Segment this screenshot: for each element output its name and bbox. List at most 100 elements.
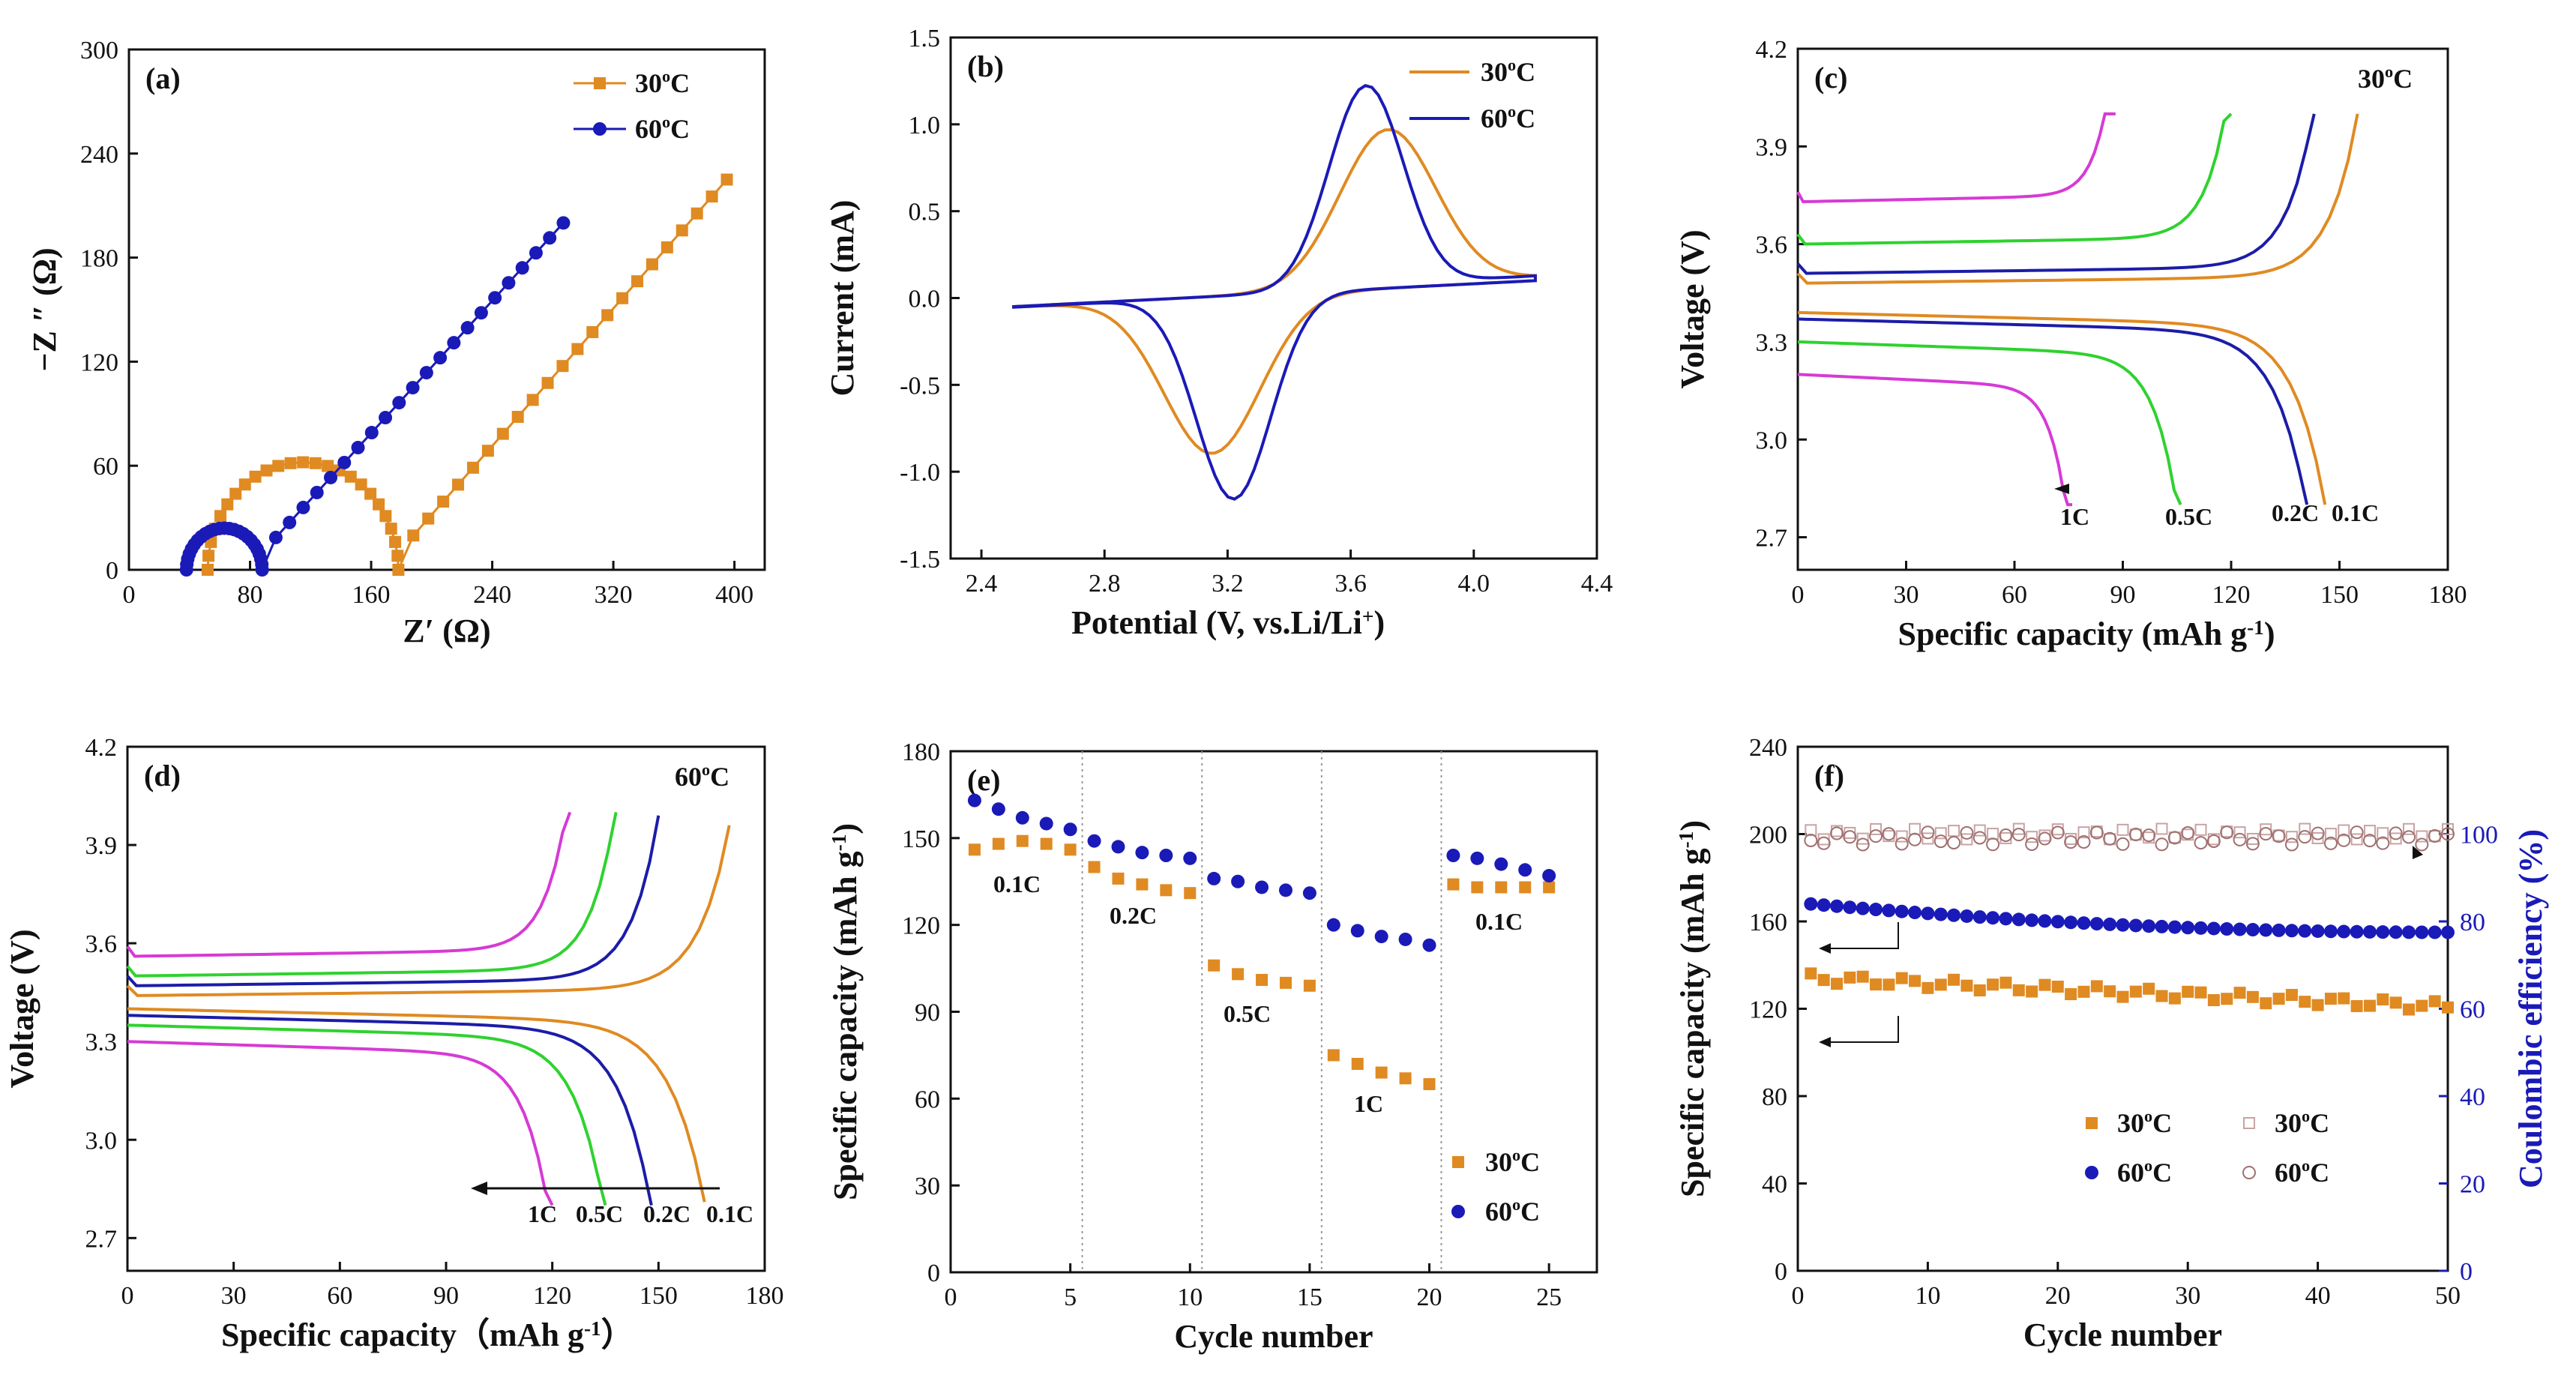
rate-label: 0.1C [1475, 908, 1523, 935]
data-point [1375, 1066, 1388, 1079]
data-point [379, 411, 393, 425]
ce-point [2142, 828, 2156, 843]
data-point [616, 292, 629, 304]
ce-point [2415, 837, 2429, 852]
ce-point [2128, 828, 2143, 842]
ce-point [1817, 836, 1831, 850]
ce-point [2323, 836, 2338, 850]
data-point [1883, 978, 1895, 991]
data-point [2167, 920, 2182, 934]
discharge-curve [127, 1040, 554, 1206]
ce-point [2116, 837, 2130, 851]
data-point [344, 470, 357, 483]
data-point [355, 478, 367, 491]
ce-point [2077, 826, 2090, 839]
data-point [515, 261, 529, 275]
legend-label: 30oC [1485, 1146, 1540, 1177]
data-point [1278, 883, 1292, 897]
y-tick-label: 200 [1749, 822, 1787, 849]
x-tick-label: 90 [2110, 581, 2136, 609]
rate-label: 0.1C [706, 1200, 753, 1227]
ce-point [2401, 830, 2416, 844]
data-point [1933, 907, 1948, 921]
legend-label: 60oC [1485, 1195, 1540, 1227]
x-tick-label: 0 [121, 1282, 134, 1310]
ce-point [2299, 822, 2311, 835]
data-point [991, 802, 1005, 816]
x-tick-label: 2.4 [966, 570, 998, 598]
data-point [2324, 993, 2337, 1005]
ce-point [2194, 823, 2207, 836]
data-point [2051, 981, 2064, 993]
x-tick-label: 150 [640, 1282, 678, 1310]
data-point [2233, 922, 2247, 936]
discharge-curve [127, 1023, 607, 1206]
panel-e: 0 5 10 15 20 25 0 30 60 90 120 150 180 (e) Cycle numbe… [827, 738, 1598, 1355]
ce-point [2233, 832, 2247, 846]
arrow-line [1823, 922, 1899, 949]
x-tick-label: 320 [595, 581, 633, 609]
data-point [351, 441, 365, 455]
ce-point [2298, 830, 2312, 844]
data-point [364, 426, 379, 440]
x-tick-label: 0 [945, 1284, 957, 1311]
x-tick-label: 5 [1064, 1284, 1077, 1311]
data-point [1543, 881, 1556, 894]
data-point [2337, 924, 2351, 939]
y-tick-label: 120 [80, 349, 118, 376]
ce-point [2194, 836, 2208, 850]
ce-point [2089, 825, 2104, 840]
data-point [1960, 979, 1973, 992]
data-point [502, 276, 516, 290]
y-axis-label: Voltage (V) [4, 929, 40, 1088]
data-point [1495, 881, 1508, 894]
x-axis-label: Cycle number [1174, 1318, 1373, 1355]
data-point [392, 396, 406, 410]
ce-point [1856, 837, 1870, 852]
data-point [229, 487, 242, 500]
ce-point [1843, 830, 1857, 844]
data-point [2104, 985, 2116, 998]
temperature-label: 30oC [2358, 62, 2413, 94]
ce-point [2077, 835, 2091, 849]
data-point [379, 510, 392, 523]
data-point [452, 478, 465, 491]
y-tick-label: 2.7 [85, 1225, 118, 1253]
data-point [968, 843, 981, 856]
data-point [1895, 904, 1909, 918]
data-point [1817, 898, 1831, 912]
legend-marker [2243, 1117, 2255, 1129]
x-tick-label: 40 [2305, 1282, 2331, 1310]
charge-curve [126, 815, 660, 987]
y2-tick-label: 0 [2460, 1258, 2473, 1286]
ce-point [1948, 825, 1960, 837]
ce-point [1856, 832, 1869, 845]
data-point [2168, 992, 2181, 1005]
x-tick-label: 30 [2175, 1282, 2200, 1310]
legend-marker [2086, 1117, 2098, 1129]
ce-point [1882, 827, 1896, 841]
data-point [2389, 925, 2403, 939]
ce-point [2272, 829, 2286, 843]
data-point [1256, 974, 1269, 987]
discharge-curve [1797, 373, 2073, 507]
y-tick-label: 3.9 [85, 832, 118, 860]
rate-label: 0.1C [993, 870, 1041, 897]
data-point [2311, 924, 2325, 938]
data-point [202, 550, 215, 562]
ce-point [2389, 832, 2402, 845]
y-tick-label: 2.7 [1756, 525, 1788, 553]
x-tick-label: 150 [2320, 581, 2359, 609]
data-point [2129, 985, 2142, 998]
discharge-curve [127, 1007, 706, 1203]
data-point [2428, 995, 2441, 1008]
legend-label: 60oC [1481, 102, 1535, 133]
data-point [385, 523, 397, 535]
arrow-icon [471, 1182, 487, 1195]
rate-label: 0.1C [2332, 499, 2379, 526]
legend-label: 30oC [2275, 1107, 2329, 1138]
data-point [1986, 911, 2000, 925]
data-point [1856, 901, 1870, 915]
data-point [1805, 967, 1817, 980]
